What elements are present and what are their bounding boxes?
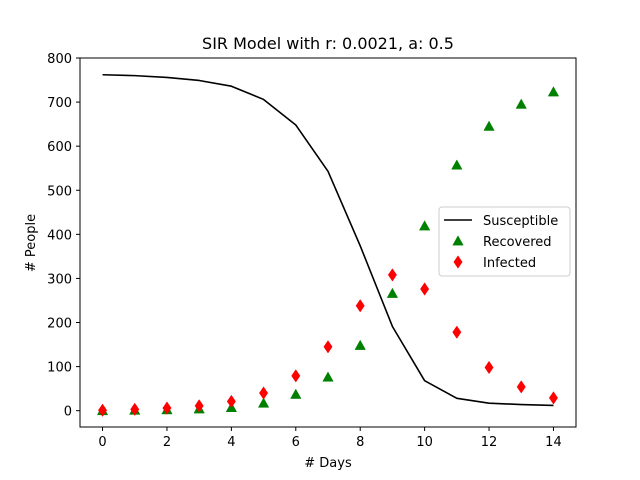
y-tick-label: 300 <box>47 272 72 287</box>
infected-point <box>484 360 494 375</box>
x-tick-label: 8 <box>356 435 364 450</box>
y-tick-label: 500 <box>47 184 72 199</box>
infected-point <box>291 369 301 383</box>
y-tick-label: 700 <box>47 96 72 111</box>
y-tick-label: 0 <box>64 405 72 420</box>
x-tick-label: 4 <box>227 435 235 450</box>
chart-title: SIR Model with r: 0.0021, a: 0.5 <box>202 34 454 53</box>
recovered-point <box>483 120 495 131</box>
recovered-point <box>418 220 431 231</box>
recovered-point <box>547 86 560 97</box>
y-tick-label: 800 <box>47 52 72 67</box>
x-axis-title: # Days <box>304 456 352 471</box>
x-tick-label: 10 <box>416 435 433 450</box>
recovered-point <box>451 159 463 170</box>
infected-point <box>194 399 204 413</box>
recovered-point <box>386 287 399 298</box>
infected-point <box>323 340 333 354</box>
legend-box <box>438 206 571 277</box>
x-tick-label: 14 <box>545 435 562 450</box>
legend-infected-swatch <box>453 255 463 269</box>
y-tick-label: 600 <box>47 140 72 155</box>
axes-frame <box>79 57 577 428</box>
infected-point <box>98 403 108 417</box>
plot-area: 0 2 4 6 8 10 12 14 0 100 200 300 400 500 600 700 800 Susc… <box>47 52 577 450</box>
infected-point <box>259 386 269 400</box>
infected-point <box>226 394 236 409</box>
x-tick-label: 12 <box>481 435 498 450</box>
susceptible-line <box>102 73 554 407</box>
legend-recovered-label: Recovered <box>483 235 552 250</box>
y-axis-title: # People <box>24 214 39 272</box>
recovered-point <box>322 371 334 382</box>
infected-point <box>548 391 558 405</box>
x-tick-label: 2 <box>163 435 171 450</box>
recovered-point <box>354 339 366 350</box>
x-tick-label: 0 <box>98 435 106 450</box>
recovered-point <box>257 397 270 408</box>
y-tick-label: 100 <box>47 361 72 376</box>
infected-point <box>355 299 365 313</box>
recovered-point <box>515 98 527 109</box>
infected-point <box>516 380 526 394</box>
infected-point <box>452 325 462 339</box>
infected-point <box>130 402 140 417</box>
legend-susceptible-label: Susceptible <box>483 214 558 229</box>
infected-point <box>420 282 430 296</box>
legend-infected-label: Infected <box>483 256 536 271</box>
infected-point <box>387 268 397 282</box>
legend-recovered-swatch <box>452 235 464 246</box>
y-tick-label: 400 <box>47 228 72 243</box>
x-tick-label: 6 <box>292 435 300 450</box>
infected-point <box>162 401 172 415</box>
recovered-point <box>290 388 302 399</box>
y-tick-label: 200 <box>47 317 72 332</box>
